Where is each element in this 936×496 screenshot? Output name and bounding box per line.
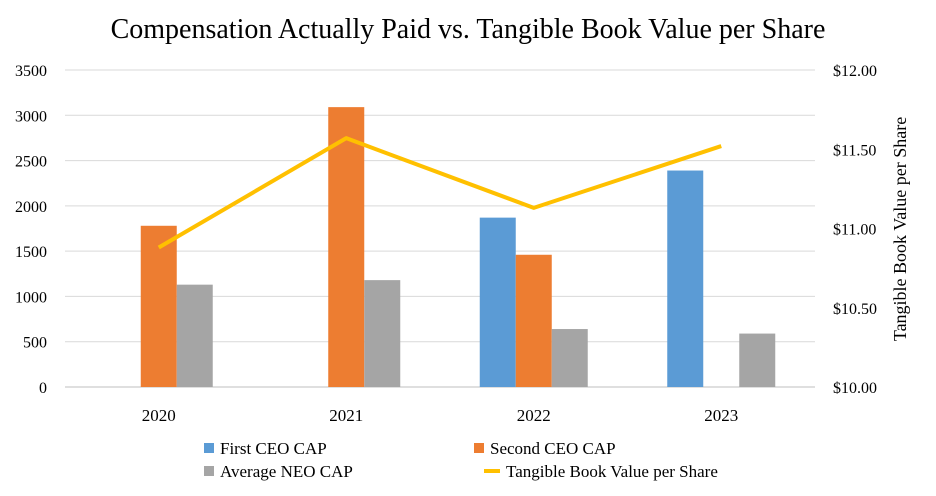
legend-label-average-neo-cap: Average NEO CAP [220,462,353,481]
bar-average-neo-cap-2021 [364,280,401,387]
y-tick-label: 500 [23,335,47,352]
bar-second-ceo-cap-2020 [140,225,177,387]
y2-tick-label: $10.50 [833,301,877,318]
right-axis-ticks: $10.00 $10.50 $11.00 $11.50 $12.00 [833,63,877,397]
y-tick-label: 2000 [15,199,47,216]
bars [140,107,776,388]
chart-title: Compensation Actually Paid vs. Tangible … [111,14,826,45]
bar-second-ceo-cap-2021 [328,107,365,388]
bar-average-neo-cap-2022 [551,329,588,387]
category-axis-labels: 2020 2021 2022 2023 [142,406,739,425]
left-axis-ticks: 0 500 1000 1500 2000 2500 3000 3500 [15,63,47,397]
y-tick-label: 3000 [15,108,47,125]
line-series [157,136,722,250]
bar-first-ceo-cap-2022 [479,217,516,387]
legend-swatch-second-ceo-cap [474,443,484,453]
legend-label-tangible-book-value-per-share: Tangible Book Value per Share [506,462,718,481]
x-tick-label: 2022 [517,406,551,425]
legend-label-second-ceo-cap: Second CEO CAP [490,439,616,458]
y-tick-label: 3500 [15,63,47,80]
y2-tick-label: $12.00 [833,63,877,80]
legend-swatch-first-ceo-cap [204,443,214,453]
bar-average-neo-cap-2023 [739,333,776,387]
y-tick-label: 2500 [15,154,47,171]
x-tick-label: 2021 [329,406,363,425]
y-tick-label: 1500 [15,244,47,261]
x-tick-label: 2023 [704,406,738,425]
x-tick-label: 2020 [142,406,176,425]
line-tangible-book-value-per-share [157,136,722,250]
y2-tick-label: $10.00 [833,380,877,397]
y-tick-label: 0 [39,380,47,397]
legend-swatch-average-neo-cap [204,466,214,476]
y2-tick-label: $11.50 [833,142,876,159]
legend: First CEO CAP Second CEO CAP Average NEO C… [204,439,718,481]
y2-tick-label: $11.00 [833,222,876,239]
bar-first-ceo-cap-2023 [667,170,704,387]
legend-label-first-ceo-cap: First CEO CAP [220,439,327,458]
y-tick-label: 1000 [15,289,47,306]
right-axis-label: Tangible Book Value per Share [890,117,910,341]
bar-average-neo-cap-2020 [176,284,213,387]
bar-second-ceo-cap-2022 [515,254,552,387]
